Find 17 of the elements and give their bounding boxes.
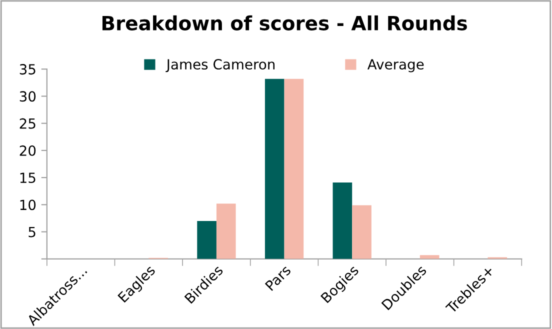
legend-label: James Cameron [166,59,275,72]
bar [216,204,236,259]
bar [420,255,440,259]
y-tick-label: 25 [20,118,36,129]
y-tick-label: 5 [28,226,36,238]
y-tick-label: 20 [20,145,36,156]
y-tick-label: 35 [20,64,36,75]
y-tick-label: 30 [20,91,36,102]
bar [352,205,372,259]
bar [197,220,216,259]
bar [264,78,284,259]
y-tick-label: 15 [20,172,36,184]
y-tick-label: 10 [20,200,36,210]
legend-label: Average [367,59,424,72]
bar [284,78,304,259]
bar [332,182,352,259]
chart-title: Breakdown of scores - All Rounds [102,15,467,30]
